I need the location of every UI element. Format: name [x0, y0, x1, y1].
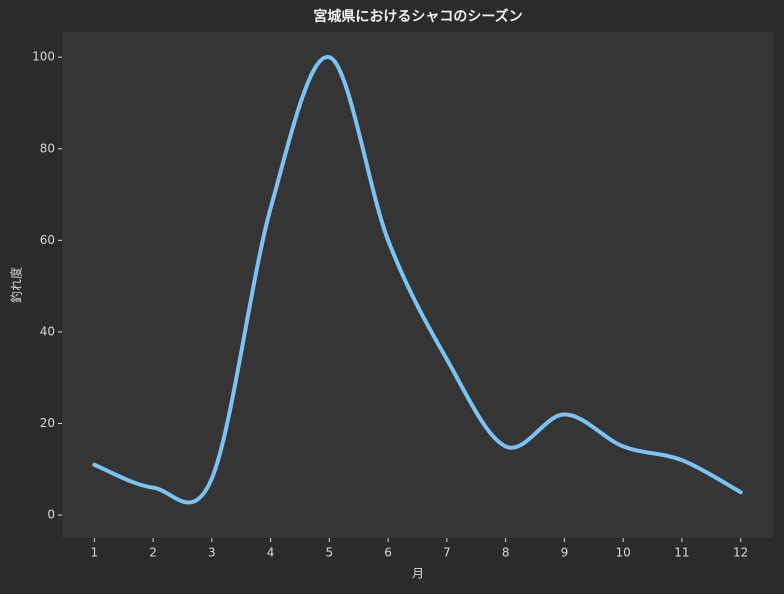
x-tick-label: 1 — [90, 546, 98, 560]
x-tick-label: 8 — [502, 546, 510, 560]
x-tick-label: 2 — [149, 546, 157, 560]
x-tick-label: 12 — [733, 546, 748, 560]
x-axis-label: 月 — [412, 567, 424, 581]
x-tick-label: 6 — [384, 546, 392, 560]
x-tick-label: 10 — [616, 546, 631, 560]
y-tick-label: 40 — [40, 324, 55, 338]
y-tick-label: 0 — [47, 508, 55, 522]
x-tick-label: 3 — [208, 546, 216, 560]
x-tick-label: 5 — [326, 546, 334, 560]
chart-title: 宮城県におけるシャコのシーズン — [313, 8, 522, 25]
y-tick-label: 60 — [40, 233, 55, 247]
line-series — [92, 55, 743, 505]
x-tick-label: 11 — [674, 546, 689, 560]
x-tick-label: 7 — [443, 546, 451, 560]
y-axis-label: 釣れ度 — [9, 267, 24, 303]
y-tick-label: 100 — [32, 50, 55, 64]
y-tick-label: 80 — [40, 141, 55, 155]
y-tick-label: 20 — [40, 416, 55, 430]
x-tick-label: 4 — [267, 546, 275, 560]
plot-area — [62, 32, 773, 538]
x-tick-label: 9 — [561, 546, 569, 560]
